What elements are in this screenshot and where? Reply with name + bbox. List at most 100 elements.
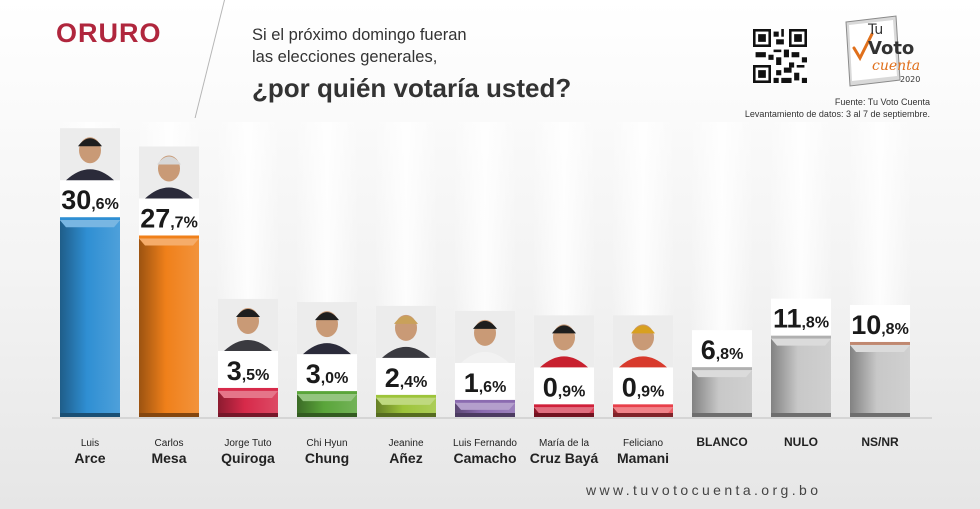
logo-year: 2020	[900, 75, 920, 84]
value-accent-3	[297, 391, 357, 395]
logo-text-voto: Voto	[868, 38, 914, 59]
photo-body-6	[540, 356, 588, 368]
photo-body-0	[66, 169, 114, 181]
photo-hair-5	[473, 320, 497, 329]
bar-base-10	[850, 413, 910, 417]
photo-hair-6	[552, 325, 576, 334]
value-accent-7	[613, 404, 673, 408]
value-accent-4	[376, 394, 436, 398]
photo-body-4	[382, 346, 430, 358]
baseline	[52, 417, 932, 419]
data-label-5: 1,6%	[464, 368, 507, 398]
category-label-line2-6: Cruz Bayá	[530, 450, 599, 466]
category-label-line1-0: Luis	[81, 438, 99, 449]
data-label-1: 27,7%	[140, 203, 198, 233]
bar-top-8	[692, 370, 752, 378]
data-label-6: 0,9%	[543, 372, 586, 402]
photo-body-5	[461, 351, 509, 363]
category-label-line1-7: Feliciano	[623, 438, 663, 449]
value-box-8	[692, 330, 752, 371]
category-label-10: NS/NR	[861, 435, 899, 449]
value-box-1	[139, 198, 199, 239]
logo-text-cuenta: cuenta	[872, 58, 920, 74]
survey-dates: Levantamiento de datos: 3 al 7 de septie…	[744, 109, 930, 119]
photo-body-2	[224, 339, 272, 351]
value-box-4	[376, 357, 436, 398]
value-accent-0	[60, 217, 120, 221]
value-box-2	[218, 350, 278, 391]
region-title: ORURO	[56, 18, 162, 48]
value-accent-9	[771, 335, 831, 339]
photo-body-1	[145, 187, 193, 199]
value-box-0	[60, 180, 120, 221]
bar-base-8	[692, 413, 752, 417]
category-label-line1-3: Chi Hyun	[306, 438, 347, 449]
category-label-line2-2: Quiroga	[221, 450, 275, 466]
bar-base-4	[376, 413, 436, 417]
data-label-3: 3,0%	[306, 359, 349, 389]
category-label-line1-2: Jorge Tuto	[224, 438, 272, 449]
value-box-6	[534, 367, 594, 408]
bar-top-9	[771, 338, 831, 346]
photo-hair-0	[78, 138, 102, 147]
value-box-7	[613, 367, 673, 408]
data-label-4: 2,4%	[385, 363, 428, 393]
source-note: Fuente: Tu Voto Cuenta Levantamiento de …	[745, 96, 930, 120]
category-label-line2-1: Mesa	[151, 450, 186, 466]
bar-base-1	[139, 413, 199, 417]
data-label-0: 30,6%	[61, 185, 119, 215]
bar-base-0	[60, 413, 120, 417]
value-accent-8	[692, 367, 752, 371]
data-label-10: 10,8%	[851, 310, 909, 340]
bar-base-7	[613, 413, 673, 417]
photo-hair-3	[315, 312, 339, 321]
category-label-line2-4: Añez	[389, 450, 422, 466]
bar-top-3	[297, 394, 357, 402]
category-label-line1-6: María de la	[539, 438, 589, 449]
website-url: www.tuvotocuenta.org.bo	[586, 482, 822, 498]
photo-hair-1	[157, 156, 181, 165]
tu-voto-cuenta-logo: Tu Voto cuenta 2020	[845, 15, 920, 87]
value-accent-5	[455, 399, 515, 403]
bar-top-4	[376, 397, 436, 405]
photo-hair-7	[631, 325, 655, 334]
bar-9	[771, 338, 831, 413]
bar-top-6	[534, 407, 594, 415]
question-line-2: las elecciones generales,	[252, 48, 438, 66]
value-box-3	[297, 354, 357, 395]
category-label-line1-4: Jeanine	[388, 438, 423, 449]
value-box-10	[850, 304, 910, 345]
category-label-9: NULO	[784, 435, 818, 449]
bar-base-5	[455, 413, 515, 417]
qr-code-icon	[753, 29, 807, 83]
value-accent-1	[139, 235, 199, 239]
category-label-line2-3: Chung	[305, 450, 349, 466]
value-accent-6	[534, 404, 594, 408]
bar-0	[60, 220, 120, 413]
question-line-3: ¿por quién votaría usted?	[252, 73, 572, 103]
bar-base-2	[218, 413, 278, 417]
bar-top-0	[60, 220, 120, 228]
value-accent-2	[218, 387, 278, 391]
bar-top-2	[218, 390, 278, 398]
bar-1	[139, 238, 199, 413]
data-label-9: 11,8%	[773, 304, 829, 334]
category-label-line1-1: Carlos	[155, 438, 184, 449]
source-text: Fuente: Tu Voto Cuenta	[834, 97, 930, 107]
category-label-line2-0: Arce	[74, 450, 105, 466]
value-box-5	[455, 362, 515, 403]
data-label-2: 3,5%	[227, 356, 270, 386]
category-label-line2-5: Camacho	[453, 450, 516, 466]
photo-hair-2	[236, 308, 260, 317]
bar-base-3	[297, 413, 357, 417]
logo-text-tu: Tu	[867, 22, 883, 38]
photo-body-3	[303, 343, 351, 355]
bar-top-7	[613, 407, 673, 415]
bar-top-1	[139, 238, 199, 246]
bar-10	[850, 344, 910, 413]
question-line-1: Si el próximo domingo fueran	[252, 26, 467, 44]
photo-hair-4	[394, 315, 418, 324]
category-label-line1-5: Luis Fernando	[453, 438, 517, 449]
